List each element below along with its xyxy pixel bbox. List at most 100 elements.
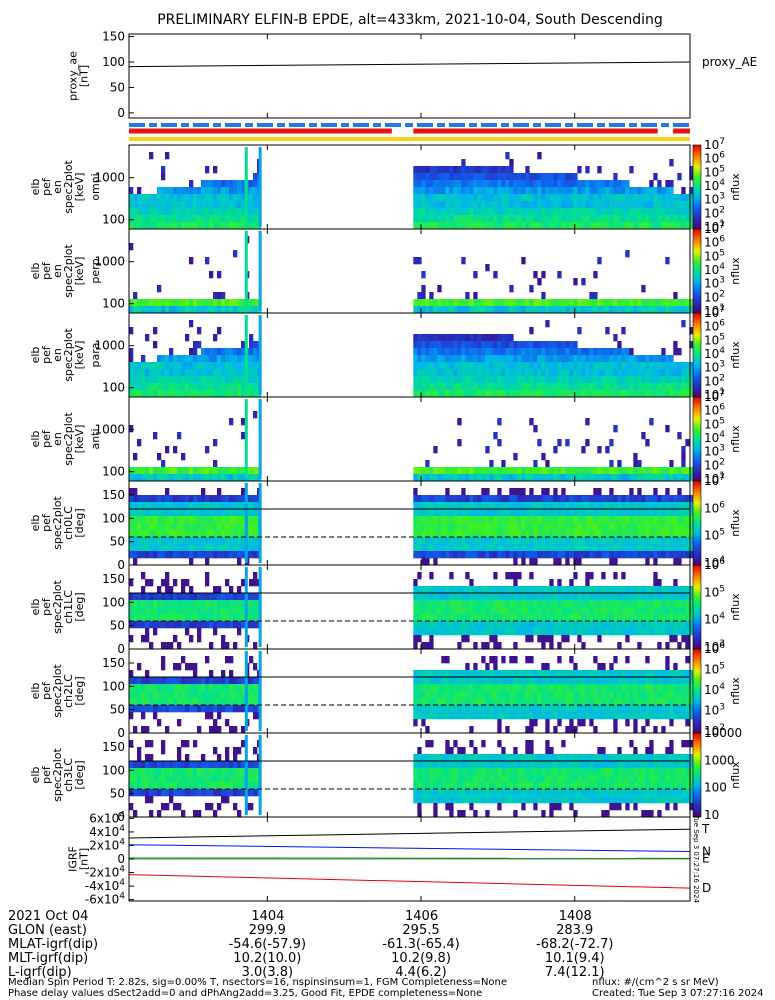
- heatmap-cell: [181, 677, 186, 685]
- heatmap-cell: [433, 670, 438, 678]
- heatmap-cell: [493, 432, 498, 440]
- heatmap-cell: [525, 712, 530, 720]
- heatmap-cell: [249, 474, 254, 482]
- heatmap-cell: [177, 782, 182, 790]
- heatmap-cell: [237, 362, 242, 370]
- heatmap-cell: [145, 796, 150, 804]
- heatmap-cell: [629, 670, 634, 678]
- heatmap-cell: [233, 600, 238, 608]
- heatmap-cell: [625, 530, 630, 538]
- heatmap-cell: [185, 691, 190, 699]
- heatmap-cell: [449, 187, 454, 195]
- heatmap-cell: [129, 425, 134, 433]
- heatmap-cell: [653, 698, 658, 706]
- heatmap-cell: [213, 719, 218, 727]
- heatmap-cell: [665, 628, 670, 636]
- heatmap-cell: [465, 705, 470, 713]
- heatmap-cell: [253, 677, 258, 685]
- heatmap-cell: [561, 488, 566, 496]
- heatmap-cell: [501, 705, 506, 713]
- heatmap-cell: [473, 586, 478, 594]
- heatmap-cell: [561, 712, 566, 720]
- heatmap-cell: [649, 418, 654, 426]
- heatmap-cell: [473, 299, 478, 307]
- heatmap-cell: [233, 362, 238, 370]
- heatmap-cell: [513, 614, 518, 622]
- heatmap-cell: [165, 600, 170, 608]
- heatmap-cell: [637, 670, 642, 678]
- heatmap-cell: [613, 509, 618, 517]
- heatmap-cell: [493, 390, 498, 398]
- heatmap-cell: [509, 355, 514, 363]
- heatmap-cell: [237, 376, 242, 384]
- heatmap-cell: [449, 607, 454, 615]
- heatmap-cell: [577, 712, 582, 720]
- heatmap-cell: [505, 502, 510, 510]
- heatmap-cell: [665, 614, 670, 622]
- heatmap-cell: [209, 677, 214, 685]
- heatmap-cell: [565, 495, 570, 503]
- heatmap-cell: [597, 369, 602, 377]
- heatmap-cell: [237, 467, 242, 475]
- heatmap-cell: [185, 579, 190, 587]
- heatmap-cell: [193, 369, 198, 377]
- heatmap-cell: [153, 712, 158, 720]
- heatmap-cell: [161, 369, 166, 377]
- heatmap-cell: [165, 467, 170, 475]
- heatmap-cell: [185, 383, 190, 391]
- heatmap-cell: [681, 306, 686, 314]
- heatmap-cell: [533, 369, 538, 377]
- colorbar-tick-label: 106: [704, 235, 725, 250]
- heatmap-cell: [481, 698, 486, 706]
- heatmap-cell: [513, 712, 518, 720]
- heatmap-cell: [489, 544, 494, 552]
- heatmap-cell: [673, 495, 678, 503]
- heatmap-cell: [161, 579, 166, 587]
- heatmap-cell: [657, 180, 662, 188]
- heatmap-cell: [445, 600, 450, 608]
- colorbar-tick-label: 103: [704, 639, 725, 654]
- heatmap-cell: [217, 222, 222, 230]
- heatmap-cell: [553, 369, 558, 377]
- heatmap-cell: [685, 628, 690, 636]
- heatmap-cell: [189, 306, 194, 314]
- heatmap-cell: [149, 621, 154, 629]
- heatmap-cell: [625, 355, 630, 363]
- heatmap-cell: [205, 523, 210, 531]
- heatmap-cell: [233, 348, 238, 356]
- heatmap-cell: [569, 516, 574, 524]
- heatmap-cell: [625, 383, 630, 391]
- heatmap-cell: [553, 222, 558, 230]
- y-axis-label-line: spec2plot: [51, 496, 64, 550]
- heatmap-cell: [577, 180, 582, 188]
- y-axis-label-line: spec2plot: [62, 328, 75, 382]
- heatmap-cell: [501, 467, 506, 475]
- heatmap-cell: [441, 621, 446, 629]
- heatmap-cell: [645, 691, 650, 699]
- heatmap-cell: [525, 677, 530, 685]
- heatmap-cell: [633, 467, 638, 475]
- heatmap-cell: [477, 173, 482, 181]
- heatmap-cell: [129, 670, 134, 678]
- heatmap-cell: [521, 215, 526, 223]
- heatmap-cell: [413, 201, 418, 209]
- heatmap-cell: [425, 537, 430, 545]
- heatmap-cell: [673, 306, 678, 314]
- heatmap-cell: [521, 257, 526, 265]
- heatmap-cell: [601, 712, 606, 720]
- heatmap-cell: [493, 621, 498, 629]
- heatmap-cell: [201, 621, 206, 629]
- heatmap-cell: [429, 614, 434, 622]
- heatmap-cell: [233, 180, 238, 188]
- heatmap-cell: [197, 201, 202, 209]
- heatmap-cell: [481, 551, 486, 559]
- heatmap-cell: [161, 215, 166, 223]
- heatmap-cell: [493, 523, 498, 531]
- heatmap-cell: [453, 166, 458, 174]
- heatmap-cell: [485, 173, 490, 181]
- heatmap-cell: [613, 474, 618, 482]
- heatmap-cell: [481, 523, 486, 531]
- heatmap-cell: [437, 369, 442, 377]
- heatmap-cell: [517, 467, 522, 475]
- heatmap-cell: [137, 768, 142, 776]
